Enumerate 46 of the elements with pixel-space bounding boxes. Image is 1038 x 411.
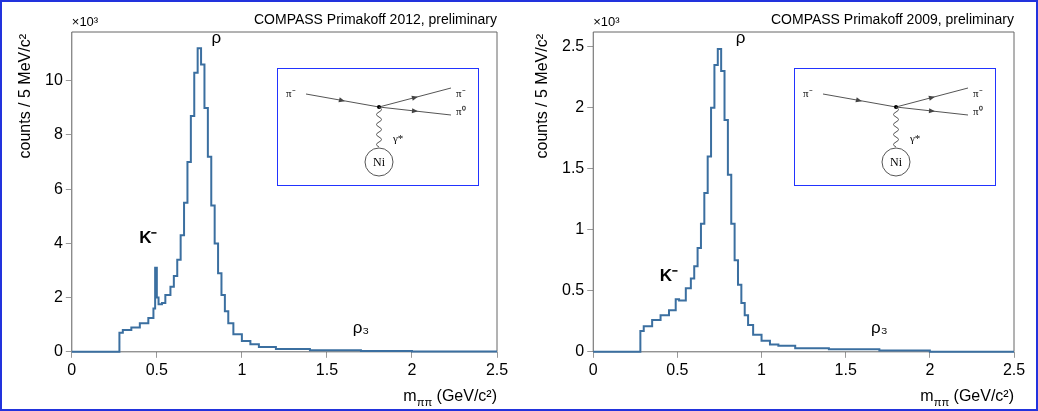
y-axis-title: counts / 5 MeV/c²: [16, 33, 33, 159]
y-tick-label: 0: [575, 342, 585, 360]
y-tick-label: 8: [53, 125, 63, 143]
annotation: ρ: [211, 28, 222, 48]
annotation: π⁻: [286, 87, 296, 99]
text: ×10³: [593, 14, 621, 29]
x-tick-label: 2.5: [1002, 360, 1026, 378]
x-tick-label: 1.5: [834, 360, 857, 378]
annotation: γ*: [392, 132, 404, 144]
y-tick-label: 10: [45, 71, 63, 89]
y-tick-label: 6: [53, 179, 63, 197]
y-tick-label: 2: [575, 98, 585, 116]
x-tick-label: 2: [925, 360, 935, 378]
annotation: π⁻: [803, 87, 813, 99]
text: ×10³: [71, 14, 99, 29]
y-tick-label: 0.5: [561, 281, 585, 299]
x-tick-label: 0.5: [666, 360, 689, 378]
y-axis-title: counts / 5 MeV/c²: [533, 33, 550, 159]
y-tick-label: 1.5: [561, 159, 585, 177]
x-tick-label: 1: [757, 360, 767, 378]
x-tick-label: 0: [67, 360, 77, 378]
x-tick-label: 1: [237, 360, 247, 378]
annotation: π⁰: [456, 105, 466, 117]
annotation: K⁻: [139, 228, 158, 248]
annotation: Ni: [373, 155, 386, 169]
x-tick-label: 1.5: [315, 360, 339, 378]
annotation: ρ₃: [352, 317, 370, 337]
annotation: γ*: [909, 132, 921, 144]
chart-title: COMPASS Primakoff 2012, preliminary: [253, 11, 497, 27]
x-tick-label: 0.5: [145, 360, 169, 378]
y-tick-label: 2: [53, 288, 63, 305]
x-tick-label: 2: [407, 360, 417, 378]
x-tick-label: 2.5: [485, 360, 509, 378]
annotation: π⁻: [973, 87, 983, 99]
x-tick-label: 0: [588, 360, 598, 378]
annotation: ρ: [735, 28, 746, 48]
y-tick-label: 2.5: [561, 37, 585, 55]
y-tick-label: 4: [53, 233, 63, 251]
annotation: K⁻: [659, 266, 679, 286]
annotation: π⁰: [973, 105, 983, 117]
annotation: Ni: [890, 155, 903, 169]
annotation: π⁻: [456, 87, 466, 99]
y-tick-label: 0: [53, 342, 63, 360]
y-tick-label: 1: [575, 220, 585, 238]
chart-title: COMPASS Primakoff 2009, preliminary: [770, 11, 1014, 27]
annotation: ρ₃: [871, 317, 888, 337]
